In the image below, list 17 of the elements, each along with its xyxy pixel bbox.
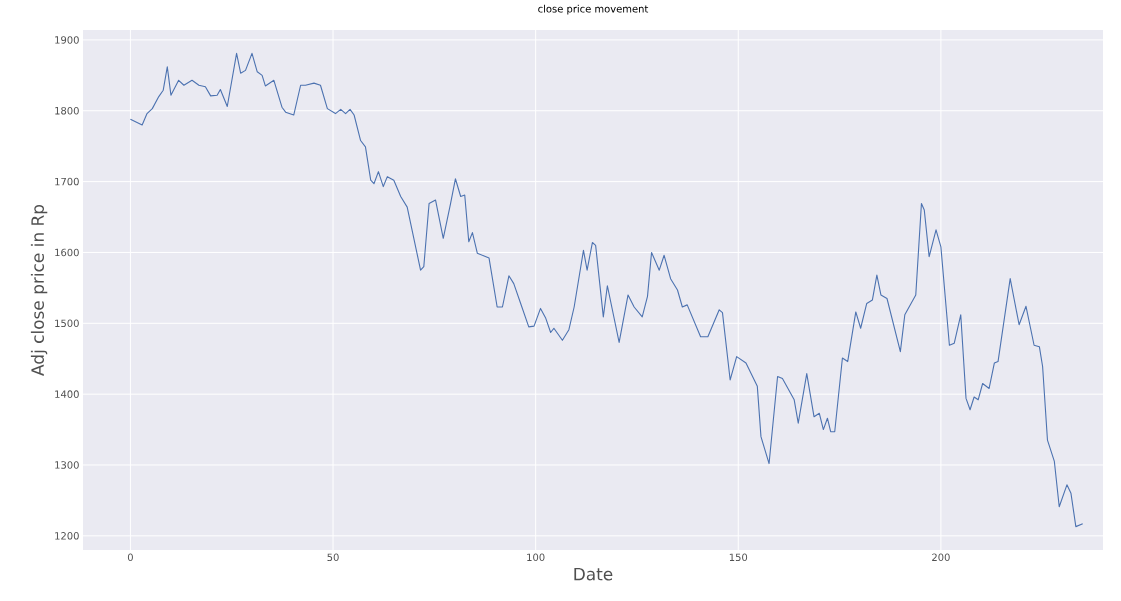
x-tick-label: 50	[327, 553, 339, 562]
y-tick-label: 1700	[55, 177, 79, 186]
line-series	[129, 52, 1084, 528]
x-axis-title: Date	[574, 567, 613, 581]
y-tick-label: 1800	[55, 106, 79, 115]
x-tick-label: 150	[729, 553, 748, 562]
y-tick-label: 1400	[55, 390, 79, 398]
y-tick-label: 1200	[55, 532, 79, 540]
y-tick-label: 1500	[55, 319, 79, 328]
x-tick-label: 0	[127, 553, 133, 562]
chart-title: close price movement	[538, 4, 649, 15]
y-tick-label: 1600	[55, 248, 79, 257]
x-tick-label: 100	[527, 553, 545, 562]
y-tick-label: 1300	[55, 461, 79, 469]
x-tick-label: 200	[932, 553, 950, 562]
y-tick-label: 1900	[55, 36, 79, 44]
y-axis-title: Adj close price in Rp	[30, 204, 48, 376]
